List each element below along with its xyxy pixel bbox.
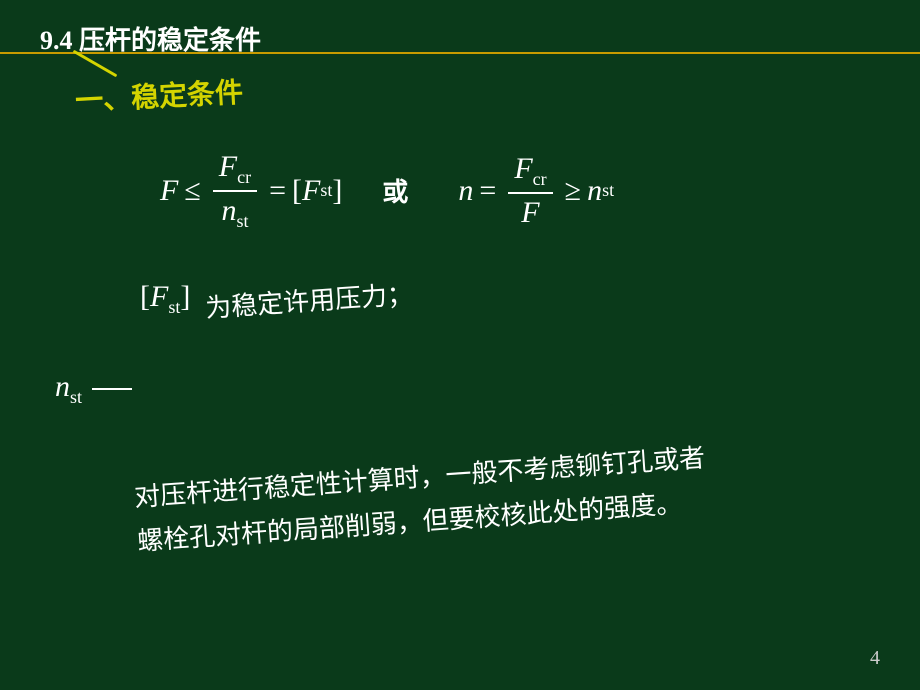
fst-description: 为稳定许用压力； bbox=[204, 273, 414, 324]
f1-lhs: F bbox=[160, 174, 178, 208]
nst-dash bbox=[92, 388, 132, 390]
bracket-r: ] bbox=[332, 174, 342, 208]
nst-formula: nst bbox=[55, 370, 82, 408]
leq-symbol: ≤ bbox=[184, 174, 200, 208]
formula-1: F ≤ Fcr nst = [ Fst ] bbox=[160, 150, 342, 232]
or-label: 或 bbox=[382, 172, 408, 209]
nst-definition: nst bbox=[55, 370, 132, 408]
bracket-l: [ bbox=[292, 174, 302, 208]
f1-rhs-var: F bbox=[302, 174, 320, 208]
note-text: 对压杆进行稳定性计算时，一般不考虑铆钉孔或者 螺栓孔对杆的局部削弱，但要校核此处… bbox=[133, 424, 887, 564]
f2-rhs: n bbox=[587, 174, 602, 208]
f2-numerator: Fcr bbox=[508, 152, 552, 194]
section-title-text: 压杆的稳定条件 bbox=[79, 26, 261, 55]
f1-denominator: nst bbox=[215, 192, 254, 232]
formula-2: n = Fcr F ≥ nst bbox=[458, 152, 614, 229]
title-underline bbox=[0, 52, 920, 54]
f1-numerator: Fcr bbox=[213, 150, 257, 192]
geq-symbol: ≥ bbox=[565, 174, 581, 208]
eq-symbol: = bbox=[269, 174, 286, 208]
fst-formula: [Fst] bbox=[140, 280, 190, 318]
fst-definition: [Fst] 为稳定许用压力； bbox=[140, 280, 413, 318]
f2-denominator: F bbox=[515, 194, 545, 229]
formula-row: F ≤ Fcr nst = [ Fst ] 或 n = Fcr F ≥ nst bbox=[160, 150, 614, 232]
eq-symbol-2: = bbox=[479, 174, 496, 208]
page-number: 4 bbox=[870, 647, 880, 670]
subtitle: 一、稳定条件 bbox=[74, 71, 244, 120]
section-number: 9.4 bbox=[40, 26, 73, 55]
f2-fraction: Fcr F bbox=[508, 152, 552, 229]
f1-fraction: Fcr nst bbox=[213, 150, 257, 232]
f2-lhs: n bbox=[458, 174, 473, 208]
